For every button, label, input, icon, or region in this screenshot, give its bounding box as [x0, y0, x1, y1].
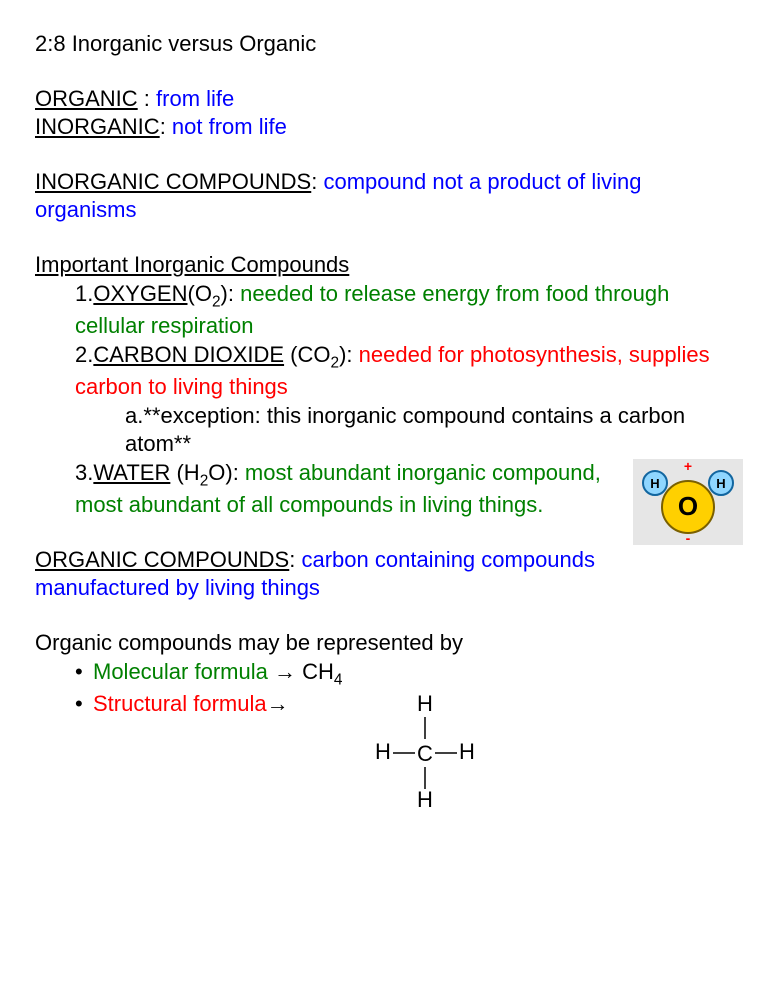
- formula-pre: (O: [188, 281, 212, 306]
- item-co2-exception: a.**exception: this inorganic compound c…: [35, 402, 733, 459]
- formula-post: ):: [221, 281, 241, 306]
- formula-post: ):: [339, 342, 359, 367]
- org-comp-label: ORGANIC COMPOUNDS: [35, 547, 289, 572]
- formula-sub: 2: [212, 293, 221, 310]
- important-inorganic-block: Important Inorganic Compounds 1.OXYGEN(O…: [35, 251, 733, 520]
- bullet-icon: •: [75, 690, 93, 719]
- sep: :: [138, 86, 156, 111]
- important-heading: Important Inorganic Compounds: [35, 251, 733, 280]
- svg-text:H: H: [650, 476, 659, 491]
- bullet-icon: •: [75, 658, 93, 687]
- water-molecule-icon: + O H H -: [633, 459, 743, 545]
- formula-pre: (CO: [284, 342, 330, 367]
- num: 3.: [75, 460, 93, 485]
- inorganic-compounds-def: INORGANIC COMPOUNDS: compound not a prod…: [35, 168, 733, 225]
- svg-text:C: C: [417, 741, 433, 766]
- water-name: WATER: [93, 460, 170, 485]
- bullet-molecular: •Molecular formula → CH4: [35, 658, 733, 690]
- formula-sub: 2: [200, 472, 209, 489]
- svg-text:H: H: [716, 476, 725, 491]
- inorganic-def: INORGANIC: not from life: [35, 113, 733, 142]
- representation-block: Organic compounds may be represented by …: [35, 629, 733, 813]
- inorganic-text: not from life: [172, 114, 287, 139]
- ch4-pre: CH: [302, 659, 334, 684]
- page-title: 2:8 Inorganic versus Organic: [35, 30, 733, 59]
- organic-compounds-def: ORGANIC COMPOUNDS: carbon containing com…: [35, 546, 733, 603]
- represented-line: Organic compounds may be represented by: [35, 629, 733, 658]
- organic-def: ORGANIC : from life: [35, 85, 733, 114]
- formula-pre: (H: [170, 460, 199, 485]
- sep: :: [311, 169, 323, 194]
- svg-text:H: H: [417, 693, 433, 716]
- definitions-block: ORGANIC : from life INORGANIC: not from …: [35, 85, 733, 142]
- arrow: →: [267, 691, 289, 716]
- co2-name: CARBON DIOXIDE: [93, 342, 284, 367]
- formula-sub: 2: [331, 354, 340, 371]
- num: 1.: [75, 281, 93, 306]
- exception-text: **exception: this inorganic compound con…: [125, 403, 685, 457]
- oxygen-name: OXYGEN: [93, 281, 187, 306]
- svg-text:-: -: [686, 530, 691, 545]
- item-oxygen: 1.OXYGEN(O2): needed to release energy f…: [35, 280, 733, 341]
- item-carbon-dioxide: 2.CARBON DIOXIDE (CO2): needed for photo…: [35, 341, 733, 402]
- svg-text:H: H: [375, 739, 391, 764]
- organic-label: ORGANIC: [35, 86, 138, 111]
- inorg-comp-label: INORGANIC COMPOUNDS: [35, 169, 311, 194]
- svg-text:H: H: [459, 739, 475, 764]
- num: 2.: [75, 342, 93, 367]
- sep: :: [289, 547, 301, 572]
- organic-text: from life: [156, 86, 234, 111]
- methane-structure-icon: H H C H H: [355, 693, 495, 813]
- ch4-sub: 4: [334, 671, 343, 688]
- arrow: →: [268, 659, 302, 684]
- letter: a.: [125, 403, 143, 428]
- mol-formula-label: Molecular formula: [93, 659, 268, 684]
- formula-post: O):: [208, 460, 245, 485]
- svg-text:+: +: [684, 459, 692, 474]
- svg-text:O: O: [678, 491, 698, 521]
- struct-formula-label: Structural formula: [93, 691, 267, 716]
- inorganic-label: INORGANIC: [35, 114, 160, 139]
- item-water: 3.WATER (H2O): most abundant inorganic c…: [35, 459, 733, 520]
- sep: :: [160, 114, 172, 139]
- svg-text:H: H: [417, 787, 433, 812]
